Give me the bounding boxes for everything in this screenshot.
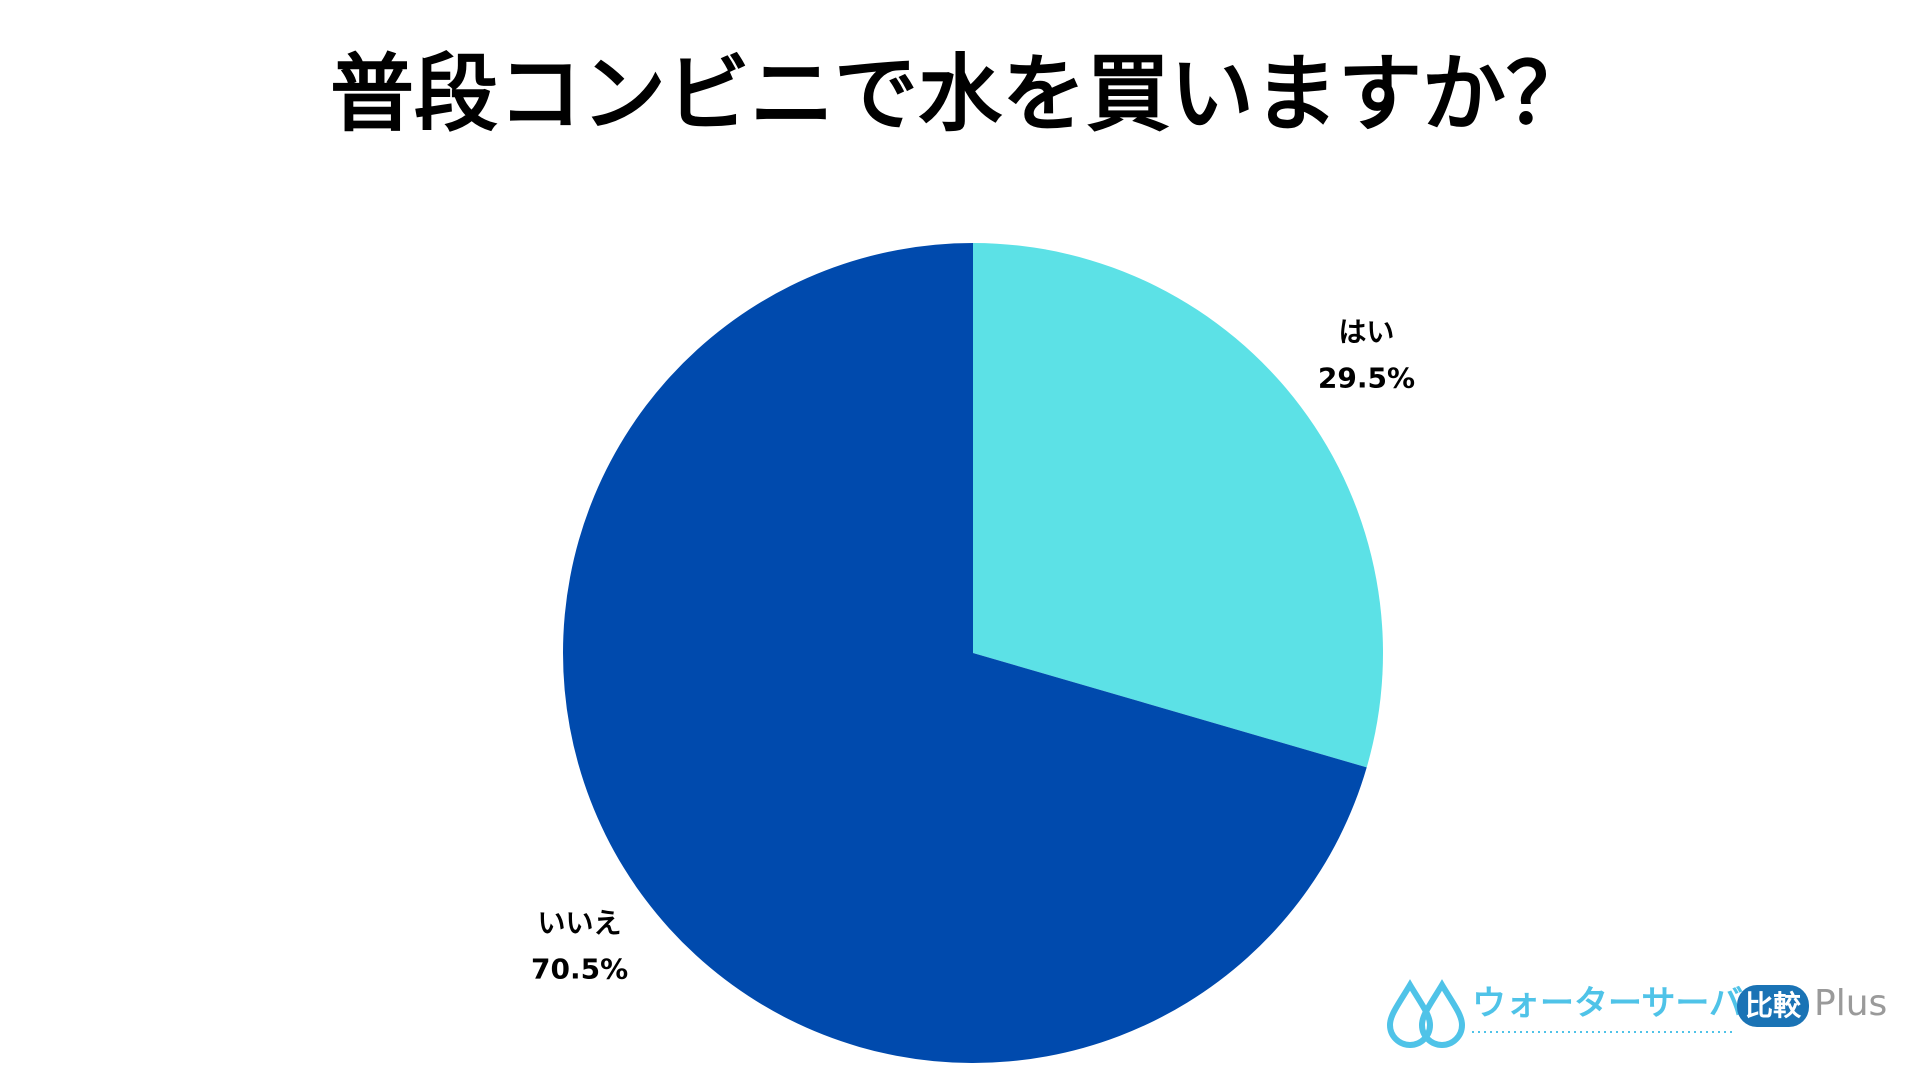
labels: はい 29.5% いいえ 70.5%	[531, 316, 1415, 986]
slice-label: いいえ	[538, 906, 622, 939]
pie-slice	[973, 243, 1383, 768]
logo-text: 比較	[1745, 989, 1802, 1022]
logo-badge	[1737, 985, 1809, 1027]
pie-slice	[563, 243, 1367, 1063]
pie	[563, 243, 1383, 1063]
logo: ウォーターサーバー 比較 Plus	[1386, 979, 1887, 1048]
logo-drop	[1386, 979, 1434, 1048]
slice-label: はい	[1338, 316, 1394, 349]
logo-text: Plus	[1814, 983, 1887, 1024]
chart-title: 普段コンビニで水を買いますか？	[330, 45, 1590, 143]
logo-text: ウォーターサーバー	[1472, 984, 1777, 1024]
logo-drop	[1418, 979, 1466, 1048]
value-label: 70.5%	[531, 952, 628, 985]
value-label: 29.5%	[1318, 362, 1415, 395]
